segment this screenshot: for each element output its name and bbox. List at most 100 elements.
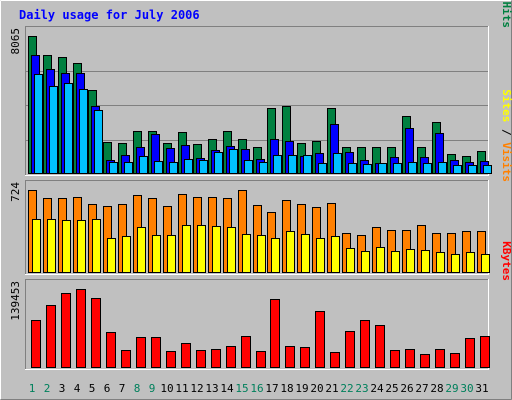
bar-kbytes-day-15 — [241, 336, 251, 368]
max-value-label: 724 — [9, 182, 22, 202]
bar-kbytes-day-27 — [420, 354, 430, 368]
bar-sites-day-2 — [47, 219, 56, 273]
bar-pages-day-6 — [109, 162, 118, 174]
x-tick-label: 21 — [325, 382, 338, 395]
bar-pages-day-30 — [468, 165, 477, 174]
x-tick-label: 30 — [460, 382, 473, 395]
x-tick-label: 13 — [205, 382, 218, 395]
bar-pages-day-10 — [169, 162, 178, 174]
bar-sites-day-27 — [421, 250, 430, 273]
x-tick-label: 2 — [44, 382, 51, 395]
bar-sites-day-11 — [182, 225, 191, 273]
series-legend: KBytes — [500, 241, 512, 281]
bar-pages-day-11 — [184, 159, 193, 174]
bar-pages-day-19 — [303, 155, 312, 174]
bar-pages-day-24 — [378, 163, 387, 174]
legend-visits: Visits — [500, 142, 512, 182]
bar-kbytes-day-28 — [435, 349, 445, 368]
legend-hits: Hits — [500, 2, 512, 29]
bar-sites-day-29 — [451, 254, 460, 273]
bar-pages-day-5 — [94, 110, 103, 174]
panel-traffic: 139453 KBytes — [9, 241, 512, 370]
bar-kbytes-day-31 — [480, 336, 490, 368]
bar-sites-day-24 — [376, 247, 385, 273]
x-tick-label: 16 — [250, 382, 263, 395]
bar-pages-day-25 — [393, 163, 402, 174]
bar-sites-day-7 — [122, 236, 131, 273]
bar-pages-day-28 — [438, 162, 447, 174]
bar-pages-day-9 — [154, 161, 163, 174]
bar-pages-day-7 — [124, 162, 133, 174]
x-tick-label: 15 — [235, 382, 248, 395]
bar-kbytes-day-16 — [256, 351, 266, 368]
x-tick-label: 19 — [295, 382, 308, 395]
x-axis-labels: 1 2 3 4 5 6 7 8 9 10 11 12 13 14 15 16 17 18 19 20 21 22 23 24 2… — [29, 382, 489, 395]
x-tick-label: 29 — [445, 382, 458, 395]
bar-kbytes-day-23 — [360, 320, 370, 368]
bar-kbytes-day-26 — [405, 349, 415, 368]
bar-pages-day-23 — [363, 164, 372, 174]
bar-sites-day-30 — [466, 252, 475, 273]
bar-kbytes-day-29 — [450, 353, 460, 368]
x-tick-label: 17 — [265, 382, 278, 395]
bar-pages-day-14 — [229, 149, 238, 174]
bar-kbytes-day-10 — [166, 351, 176, 368]
legend-separator: / — [500, 0, 512, 2]
bar-pages-day-20 — [318, 163, 327, 174]
bar-kbytes-day-6 — [106, 332, 116, 368]
x-tick-label: 23 — [355, 382, 368, 395]
bar-pages-day-31 — [483, 165, 492, 174]
series-legend: Sites / Visits — [500, 89, 512, 182]
bar-sites-day-14 — [227, 227, 236, 273]
bar-kbytes-day-9 — [151, 337, 161, 368]
bar-kbytes-day-4 — [76, 289, 86, 368]
x-tick-label: 31 — [475, 382, 488, 395]
bar-kbytes-day-24 — [375, 325, 385, 368]
x-tick-label: 3 — [59, 382, 66, 395]
bar-sites-day-25 — [391, 251, 400, 273]
panels: 8065 Pages / Files / Hits 724 Sites / Visit… — [9, 0, 512, 370]
bar-kbytes-day-18 — [285, 346, 295, 368]
bar-sites-day-1 — [32, 219, 41, 273]
bar-sites-day-22 — [346, 248, 355, 273]
bar-kbytes-day-3 — [61, 293, 71, 368]
bar-sites-day-16 — [257, 235, 266, 273]
chart-title: Daily usage for July 2006 — [19, 8, 200, 22]
bar-pages-day-21 — [333, 153, 342, 174]
bar-pages-day-8 — [139, 156, 148, 174]
x-tick-label: 7 — [119, 382, 126, 395]
x-tick-label: 26 — [400, 382, 413, 395]
x-tick-label: 6 — [104, 382, 111, 395]
x-tick-label: 27 — [415, 382, 428, 395]
x-tick-label: 22 — [340, 382, 353, 395]
bar-sites-day-18 — [286, 231, 295, 273]
bar-sites-day-19 — [301, 234, 310, 273]
bar-pages-day-3 — [64, 83, 73, 174]
x-tick-label: 4 — [74, 382, 81, 395]
legend-kbytes: KBytes — [500, 241, 512, 281]
bar-kbytes-day-2 — [46, 305, 56, 368]
bar-pages-day-18 — [288, 155, 297, 174]
bar-sites-day-9 — [152, 235, 161, 273]
bar-sites-day-23 — [361, 251, 370, 273]
bar-kbytes-day-11 — [181, 343, 191, 368]
bar-sites-day-17 — [271, 238, 280, 273]
bar-sites-day-15 — [242, 234, 251, 273]
x-tick-label: 18 — [280, 382, 293, 395]
bar-kbytes-day-14 — [226, 346, 236, 368]
bar-sites-day-28 — [436, 252, 445, 273]
legend-separator: / — [500, 122, 512, 142]
bar-sites-day-10 — [167, 235, 176, 273]
bar-sites-day-4 — [77, 220, 86, 273]
x-tick-label: 11 — [175, 382, 188, 395]
bar-kbytes-day-21 — [330, 352, 340, 368]
bar-kbytes-day-22 — [345, 331, 355, 368]
bar-kbytes-day-12 — [196, 350, 206, 368]
series-legend: Pages / Files / Hits — [500, 0, 512, 28]
bar-sites-day-26 — [406, 249, 415, 273]
bar-sites-day-21 — [331, 236, 340, 273]
max-value-label: 139453 — [9, 281, 22, 321]
bar-kbytes-day-5 — [91, 298, 101, 368]
bar-sites-day-13 — [212, 226, 221, 273]
